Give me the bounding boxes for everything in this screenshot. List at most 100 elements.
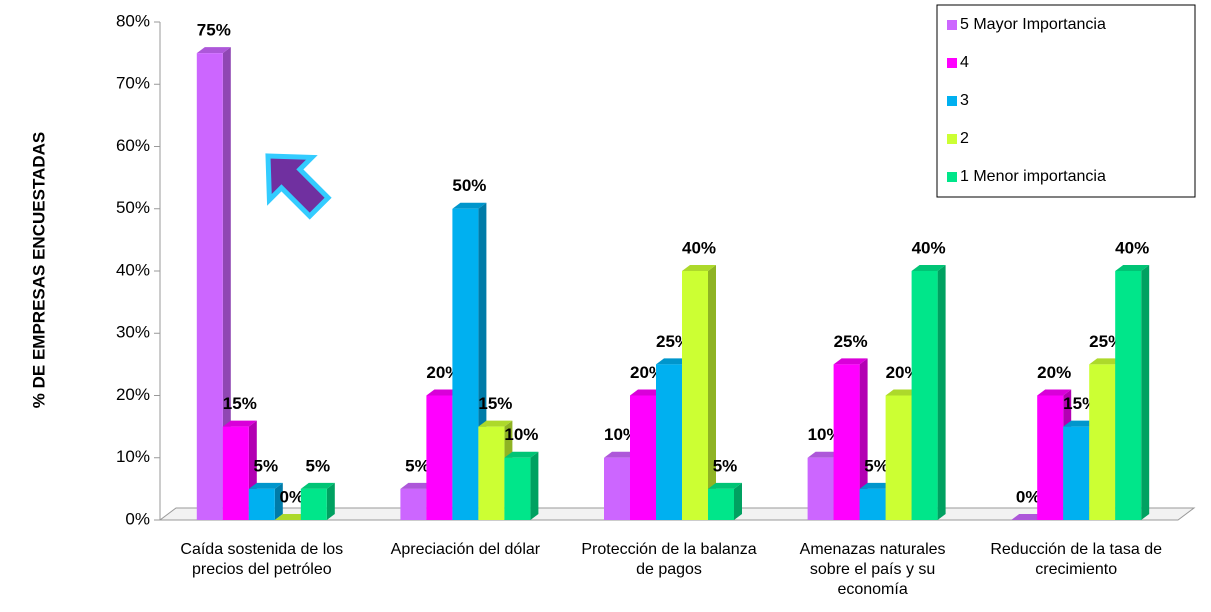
data-label: 5% (306, 456, 331, 475)
bar-top (504, 451, 539, 458)
legend-swatch (947, 58, 957, 68)
data-label: 25% (656, 332, 690, 351)
data-label: 50% (452, 176, 486, 195)
bar-top (196, 47, 231, 54)
bar-top (452, 202, 487, 209)
legend-label: 2 (960, 130, 969, 147)
bar-top (630, 389, 664, 396)
bar (504, 457, 531, 520)
bar-side (937, 265, 946, 520)
bar-side (1141, 265, 1150, 520)
y-tick-label: 60% (116, 136, 150, 155)
bar (682, 271, 708, 520)
y-tick-label: 20% (116, 385, 150, 404)
bar-side (326, 482, 335, 520)
bar (196, 53, 223, 520)
data-label: 25% (834, 332, 868, 351)
bar-top (911, 265, 946, 271)
legend-label: 3 (960, 92, 969, 109)
data-label: 75% (197, 21, 231, 40)
legend-label: 4 (960, 54, 969, 71)
bar (885, 395, 912, 520)
data-label: 15% (223, 394, 257, 413)
data-label: 10% (604, 425, 638, 444)
y-tick-label: 0% (125, 509, 150, 528)
bar (300, 488, 327, 520)
bar-top (656, 358, 690, 365)
bar-top (478, 420, 513, 427)
bar-top (859, 482, 894, 489)
bar (478, 426, 505, 520)
data-label: 5% (405, 456, 430, 475)
legend-swatch (947, 20, 957, 30)
data-label: 20% (1037, 363, 1071, 382)
bar-side (222, 47, 231, 520)
bar (656, 364, 682, 520)
y-tick-label: 30% (116, 323, 150, 342)
bar-top (682, 265, 716, 271)
arrow (265, 153, 332, 220)
bar-top (1115, 265, 1150, 271)
y-tick-label: 10% (116, 447, 150, 466)
x-tick-label: Caída sostenida de los precios del petró… (180, 541, 344, 578)
bar-side (530, 451, 539, 520)
bar (833, 364, 860, 520)
data-label: 40% (1115, 238, 1149, 257)
data-label: 0% (1016, 487, 1041, 506)
bar-top (300, 482, 335, 489)
data-label: 10% (808, 425, 842, 444)
bar (708, 488, 734, 520)
bar (400, 488, 427, 520)
data-label: 5% (864, 456, 889, 475)
y-tick-label: 50% (116, 198, 150, 217)
bar (630, 395, 656, 520)
bar (248, 488, 275, 520)
bar (1115, 271, 1142, 520)
bar-top (885, 389, 920, 396)
y-tick-label: 80% (116, 11, 150, 30)
y-axis-title: % DE EMPRESAS ENCUESTADAS (29, 132, 48, 408)
legend-label: 5 Mayor Importancia (960, 16, 1106, 33)
data-label: 15% (1063, 394, 1097, 413)
bar-top (1037, 389, 1072, 396)
bar (604, 457, 630, 520)
data-label: 20% (630, 363, 664, 382)
bar (807, 457, 834, 520)
legend-swatch (947, 172, 957, 182)
bar (452, 208, 479, 520)
legend-box (936, 4, 1196, 198)
data-label: 20% (886, 363, 920, 382)
bar-top (1089, 358, 1124, 365)
bar-top (1011, 514, 1046, 520)
bar-top (426, 389, 461, 396)
x-tick-label: Reducción de la tasa de crecimiento (990, 541, 1163, 578)
data-label: 0% (280, 487, 305, 506)
x-tick-label: Amenazas naturales sobre el país y su ec… (799, 541, 946, 598)
bar-top (708, 482, 742, 489)
legend-label: 1 Menor importancia (960, 168, 1106, 185)
data-label: 40% (912, 238, 946, 257)
bar-side (859, 358, 868, 520)
bar (222, 426, 249, 520)
data-label: 10% (504, 425, 538, 444)
data-label: 5% (254, 456, 279, 475)
x-tick-label: Protección de la balanza de pagos (581, 541, 757, 578)
bar (1089, 364, 1116, 520)
data-label: 15% (478, 394, 512, 413)
bar-top (833, 358, 868, 365)
bar-top (807, 451, 842, 458)
bar-top (400, 482, 435, 489)
bar (859, 488, 886, 520)
bar (1063, 426, 1090, 520)
y-tick-label: 40% (116, 260, 150, 279)
bar-top (604, 451, 638, 458)
data-label: 25% (1089, 332, 1123, 351)
legend-swatch (947, 134, 957, 144)
bar (911, 271, 938, 520)
bar-top (1063, 420, 1098, 427)
bar-side (708, 265, 716, 520)
bar-side (734, 482, 742, 520)
bar-top (248, 482, 283, 489)
